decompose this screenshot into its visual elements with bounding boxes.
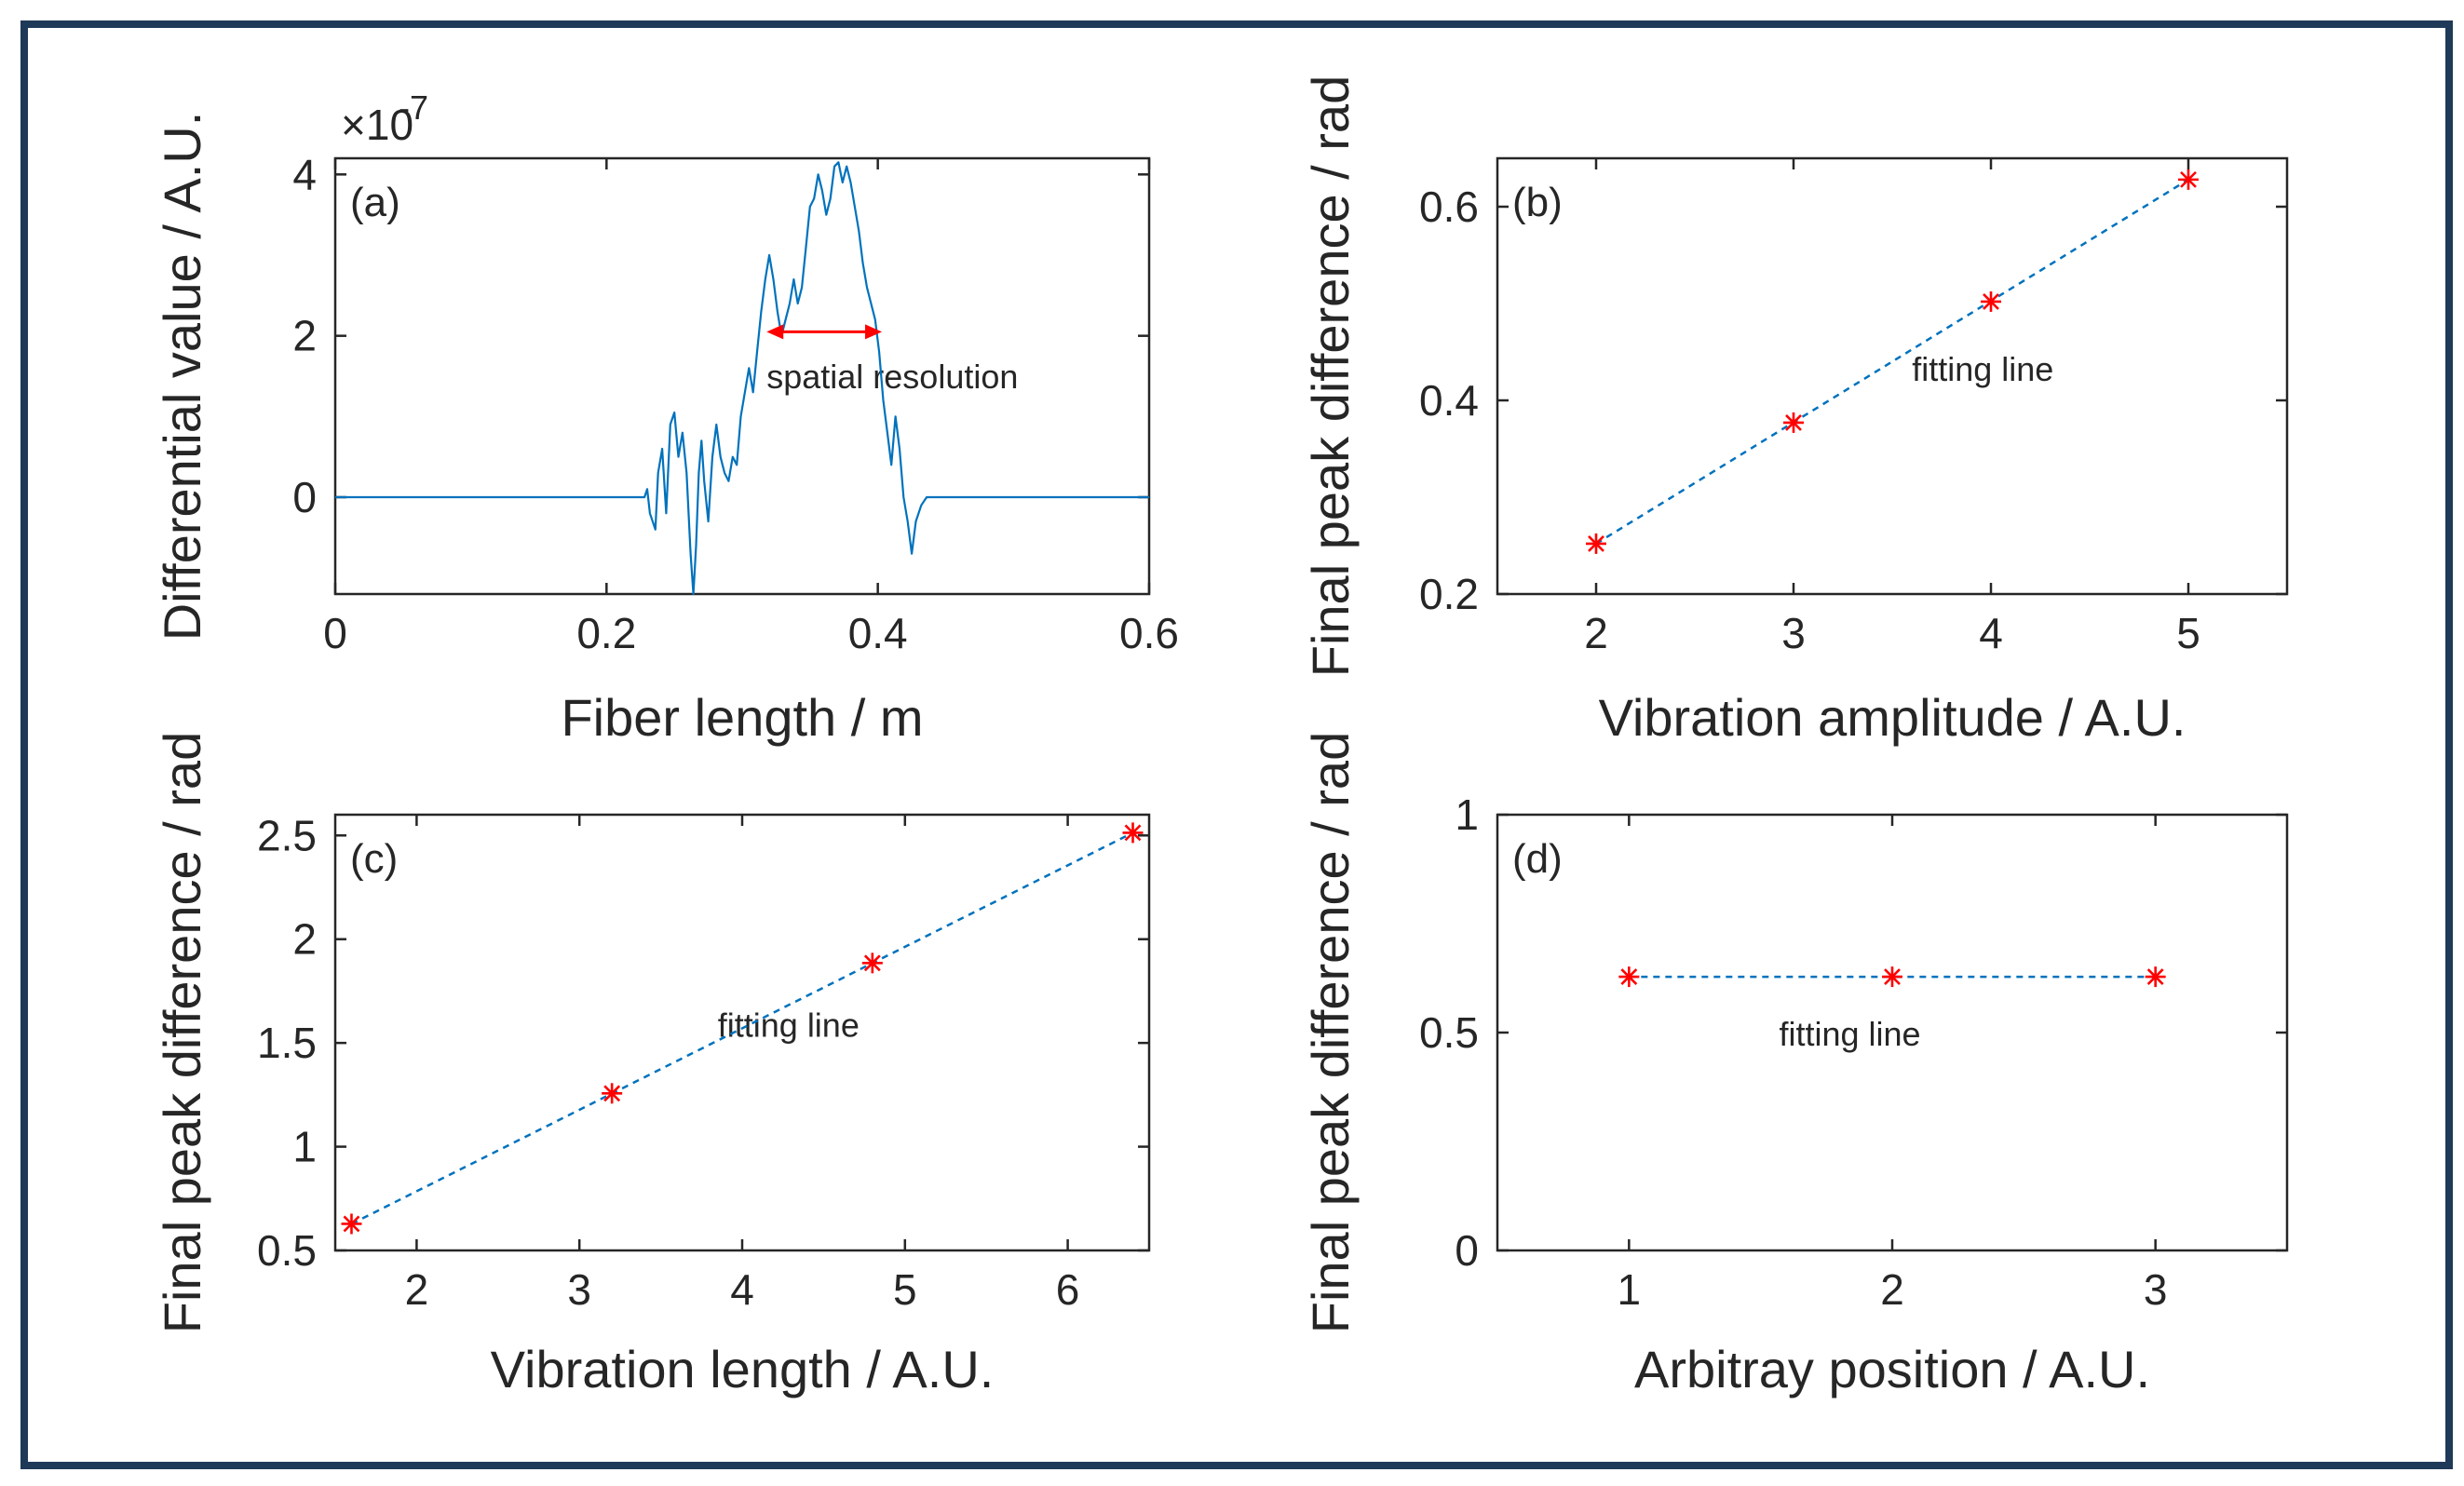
x-tick-label: 3 — [567, 1265, 591, 1314]
data-point-stroke — [863, 954, 881, 972]
data-point-stroke — [1124, 824, 1142, 842]
data-point — [1586, 533, 1606, 554]
y-tick-label: 2.5 — [257, 811, 317, 859]
data-point-stroke — [1588, 535, 1604, 552]
y-tick-label: 0.6 — [1419, 182, 1479, 231]
x-tick-label: 2 — [1584, 609, 1608, 657]
x-tick-label: 5 — [893, 1265, 917, 1314]
y-tick-label: 0 — [292, 473, 317, 521]
x-tick-label: 0.4 — [848, 609, 908, 657]
x-tick-label: 1 — [1618, 1265, 1642, 1314]
data-point — [2178, 169, 2199, 190]
annotation-spatial-resolution: spatial resolution — [766, 358, 1018, 396]
annotation-fitting-line: fitting line — [1779, 1015, 1920, 1053]
y-axis-label: Differential value / A.U. — [153, 112, 211, 642]
annotation-fitting-line: fitting line — [718, 1006, 860, 1044]
fitting-line — [350, 831, 1134, 1225]
axes-box — [1496, 156, 2289, 596]
y-tick-label: 0.5 — [257, 1226, 317, 1275]
panel-title: (c) — [350, 836, 398, 882]
data-point — [1882, 966, 1902, 988]
panel-a: ×10 -7 Fiber length / m Differential val… — [153, 88, 1179, 747]
x-axis-label: Vibration amplitude / A.U. — [1599, 688, 2186, 747]
data-point — [2145, 966, 2166, 988]
panel-title: (a) — [350, 180, 400, 225]
y-tick-label: 2 — [292, 915, 317, 964]
panel-title: (b) — [1512, 180, 1563, 225]
y-tick-label: 0 — [1455, 1226, 1479, 1275]
resolution-arrow-head-left — [766, 324, 784, 340]
x-tick-label: 4 — [1979, 609, 2003, 657]
series-line — [335, 161, 1149, 596]
y-exponent-base: ×10 — [341, 101, 413, 149]
y-tick-label: 4 — [292, 150, 317, 198]
x-tick-label: 0.6 — [1119, 609, 1179, 657]
x-tick-label: 3 — [1781, 609, 1806, 657]
data-point — [1981, 290, 2001, 312]
y-tick-label: 1.5 — [257, 1019, 317, 1067]
y-axis-label: Final peak difference / rad — [1301, 75, 1360, 677]
data-point-stroke — [1983, 293, 1999, 310]
data-point — [602, 1083, 623, 1104]
data-point-stroke — [603, 1085, 621, 1102]
annotation-fitting-line: fitting line — [1912, 350, 2053, 388]
data-point — [861, 952, 883, 974]
fitting-line — [1595, 178, 2189, 545]
panel-c: Vibration length / A.U. Final peak diffe… — [153, 732, 1151, 1398]
axes-box — [333, 156, 1151, 596]
data-point-stroke — [2146, 968, 2164, 986]
y-tick-label: 1 — [1455, 790, 1479, 839]
x-tick-label: 2 — [405, 1265, 429, 1314]
y-tick-label: 0.4 — [1419, 376, 1479, 425]
x-tick-label: 2 — [1880, 1265, 1904, 1314]
y-tick-label: 0.2 — [1419, 570, 1479, 618]
figure-frame — [20, 20, 2453, 1469]
y-tick-label: 1 — [292, 1123, 317, 1171]
data-point — [1122, 822, 1144, 844]
y-tick-label: 0.5 — [1419, 1008, 1479, 1057]
x-axis-label: Vibration length / A.U. — [491, 1340, 995, 1398]
data-point-stroke — [1620, 968, 1638, 986]
data-point — [1783, 412, 1804, 433]
panel-d: Arbitray position / A.U. Final peak diff… — [1301, 732, 2289, 1398]
y-tick-label: 2 — [292, 312, 317, 360]
x-tick-label: 0 — [323, 609, 347, 657]
x-tick-label: 5 — [2176, 609, 2200, 657]
x-tick-label: 0.2 — [576, 609, 636, 657]
x-tick-label: 3 — [2144, 1265, 2168, 1314]
data-point — [1618, 966, 1640, 988]
y-exponent-power: -7 — [399, 88, 428, 127]
data-point-stroke — [2180, 170, 2197, 188]
x-tick-label: 6 — [1056, 1265, 1080, 1314]
resolution-arrow-head-right — [865, 324, 883, 340]
y-axis-label: Final peak difference / rad — [153, 732, 211, 1333]
panel-title: (d) — [1512, 836, 1563, 882]
data-point-stroke — [1785, 414, 1802, 431]
x-axis-label: Fiber length / m — [561, 688, 923, 747]
x-tick-label: 4 — [730, 1265, 754, 1314]
data-point — [341, 1213, 362, 1235]
x-axis-label: Arbitray position / A.U. — [1634, 1340, 2150, 1398]
data-point-stroke — [1884, 968, 1901, 986]
panel-b: Vibration amplitude / A.U. Final peak di… — [1301, 75, 2289, 747]
y-axis-label: Final peak difference / rad — [1301, 732, 1360, 1333]
data-point-stroke — [343, 1215, 360, 1233]
